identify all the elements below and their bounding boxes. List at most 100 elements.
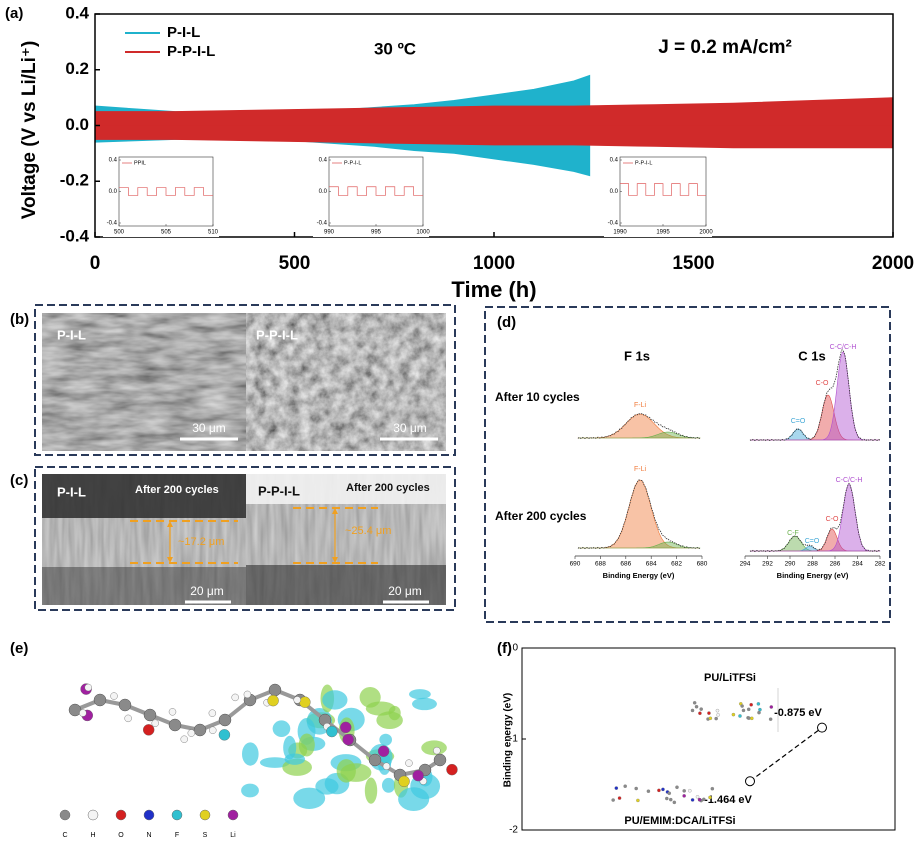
y-tick-label: -0.2: [60, 171, 89, 190]
spectrum: [749, 349, 881, 442]
molecule-atom: [634, 786, 638, 791]
molecule-atom: [708, 716, 713, 721]
molecule-atom: [714, 716, 718, 721]
tick-label: 282: [875, 561, 886, 568]
molecule-atom: [667, 791, 671, 796]
panel-f: (f) 0 -1 -2 Binding energy (eV) -1.464 eV -0.8…: [497, 640, 896, 836]
atom: [68, 703, 82, 717]
molecule-atom: [749, 703, 753, 707]
inset-x-tick-label: 505: [161, 230, 172, 236]
peak-label: F-Li: [634, 402, 647, 409]
tick-label: 688: [595, 561, 606, 568]
inset-x-tick-label: 1990: [613, 230, 627, 236]
image-region: [246, 565, 446, 605]
tick-label: 288: [807, 561, 818, 568]
x-tick-label: 0: [90, 253, 101, 274]
atom: [209, 726, 217, 734]
atom: [168, 718, 182, 732]
point: [745, 776, 755, 787]
atom: [218, 713, 232, 727]
y-tick-label: 0.2: [65, 59, 89, 78]
inset-x-tick-label: 995: [371, 230, 382, 236]
spectrum: [577, 479, 701, 550]
atom: [168, 708, 177, 716]
atom: [84, 683, 92, 692]
molecule-atom: [688, 788, 692, 793]
peak-label: C-C/C-H: [830, 344, 857, 351]
legend-label: P-I-L: [167, 24, 200, 41]
molecule-atom: [707, 711, 711, 715]
inset-y-tick-label: 0.0: [319, 189, 328, 195]
atom: [405, 759, 413, 767]
atom: [299, 696, 311, 708]
atom: [377, 745, 390, 757]
y-tick-label: 0: [512, 643, 518, 654]
atom: [267, 694, 279, 707]
sem-image: [42, 313, 246, 451]
atom: [193, 723, 207, 737]
molecule-atom: [657, 788, 661, 793]
annotation: PU/LiTFSi: [704, 672, 756, 684]
inset-y-tick-label: -0.4: [107, 221, 118, 227]
inset-line: [620, 183, 706, 196]
panel-b: (b) P-I-L P-P-I-L 30 μm 30 μm: [10, 304, 456, 456]
peak-label: C=O: [805, 538, 820, 545]
y-axis-title: Voltage (V vs Li/Li⁺): [19, 41, 40, 220]
atom: [382, 762, 391, 770]
x-axis-title: Time (h): [451, 277, 536, 302]
peak-component: [750, 394, 880, 441]
isosurface: [381, 777, 396, 793]
x-tick-label: 1000: [473, 253, 515, 274]
spectrum: [577, 412, 701, 440]
image-region: [42, 567, 246, 605]
isosurface: [298, 733, 315, 757]
legend-label: O: [118, 832, 124, 839]
peak-label: F-Li: [634, 466, 647, 473]
molecule-atom: [623, 784, 627, 788]
molecule-atom: [768, 717, 773, 721]
isosurface: [364, 777, 378, 804]
scale-bar-label: 20 μm: [388, 584, 422, 598]
sem-image: [246, 313, 446, 451]
image-title: P-P-I-L: [256, 327, 298, 342]
axis-title: Binding Energy (eV): [777, 571, 849, 580]
panel-label: (a): [5, 5, 23, 22]
panel-c: (c) P-I-L After 200 cycles P-P-I-L After…: [10, 466, 456, 611]
legend-label: P-P-I-L: [167, 43, 215, 60]
isosurface: [409, 689, 431, 700]
inset-x-tick-label: 1995: [656, 230, 670, 236]
y-tick-label: 0.4: [65, 3, 89, 22]
inset-y-tick-label: 0.4: [610, 158, 619, 164]
atom: [446, 763, 458, 776]
molecule-atom: [695, 795, 700, 799]
isosurface: [293, 787, 326, 809]
molecule-atom: [769, 705, 774, 709]
thickness-label: ~25.4 μm: [345, 525, 391, 537]
tick-label: 690: [570, 561, 581, 568]
atom: [433, 746, 441, 755]
atom: [398, 775, 410, 788]
atom: [208, 709, 217, 717]
molecule-atom: [741, 708, 746, 713]
atom: [143, 708, 157, 722]
isosurface: [379, 733, 393, 746]
panel-label: (e): [10, 640, 28, 657]
isosurface: [259, 757, 290, 768]
atom: [79, 709, 87, 717]
molecule-atom: [731, 712, 736, 717]
panel-frame: [34, 466, 456, 611]
column-title: C 1s: [798, 348, 825, 363]
inset-line: [119, 187, 213, 196]
isosurface: [322, 690, 348, 710]
legend-label: N: [146, 832, 151, 839]
molecule-atom: [715, 708, 720, 713]
image-title: P-I-L: [57, 327, 86, 342]
molecule-atom: [738, 714, 742, 718]
peak-component: [750, 351, 880, 441]
isosurface: [272, 720, 291, 737]
molecule-atom: [699, 707, 703, 711]
molecule-atom: [697, 797, 702, 802]
molecule-atom: [698, 711, 702, 716]
connector: [749, 727, 823, 782]
value-label: -0.875 eV: [774, 707, 822, 719]
